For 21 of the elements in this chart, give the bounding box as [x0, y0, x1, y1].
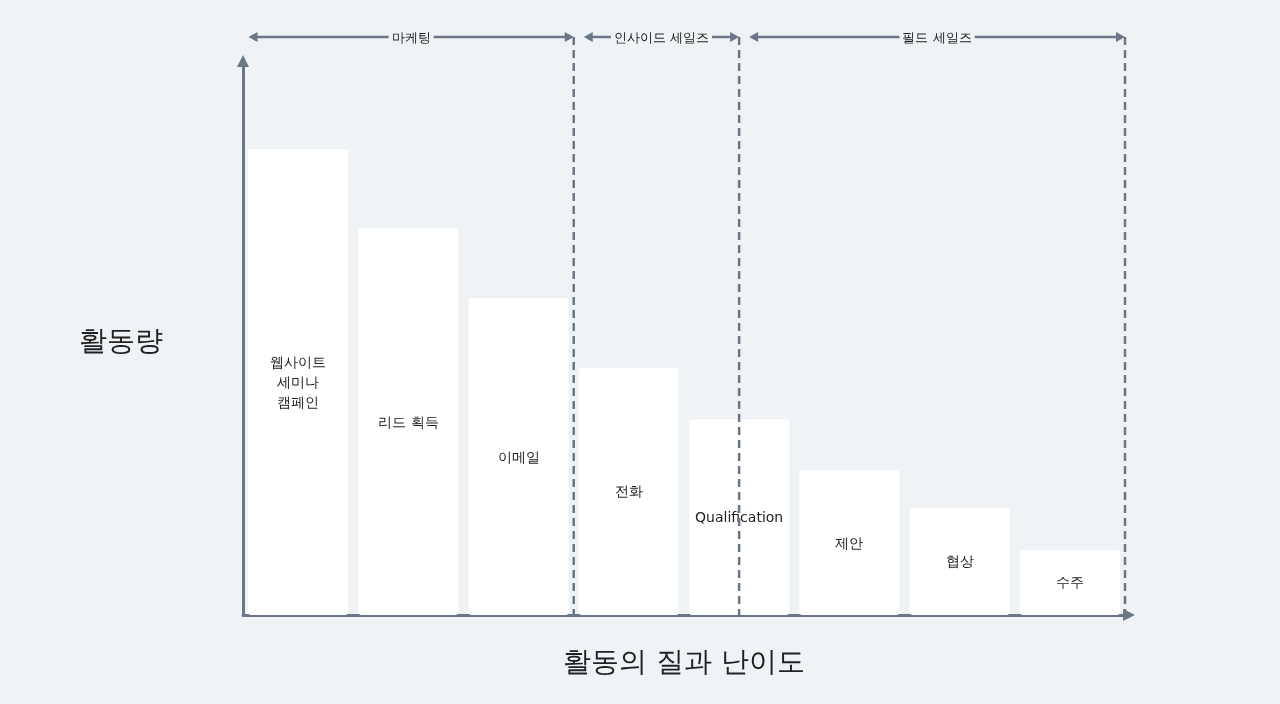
bar: [1019, 549, 1120, 615]
x-tick-label: 이메일: [497, 448, 540, 465]
bar: [909, 507, 1010, 615]
x-axis-title: 활동의 질과 난이도: [563, 644, 805, 678]
text: 필드 세일즈: [902, 30, 972, 45]
x-tick-label: 전화: [614, 483, 643, 500]
bar: [578, 367, 679, 615]
x-tick-label: 리드 획득: [378, 413, 439, 430]
bar: [799, 470, 900, 615]
text: 마케팅: [391, 30, 431, 45]
text: 인사이드 세일즈: [613, 30, 710, 45]
x-tick-label: 웹사이트 세미나 캠페인: [270, 353, 327, 410]
x-tick-label: 수주: [1055, 574, 1084, 591]
bar: [248, 148, 349, 615]
bar: [468, 298, 569, 615]
x-tick-label: 협상: [945, 553, 974, 570]
x-tick-label: 제안: [835, 534, 864, 551]
y-axis-title: 활동량: [79, 323, 163, 357]
bar: [358, 228, 459, 615]
x-tick-label: Qualification: [695, 509, 784, 526]
bar: [689, 419, 790, 615]
